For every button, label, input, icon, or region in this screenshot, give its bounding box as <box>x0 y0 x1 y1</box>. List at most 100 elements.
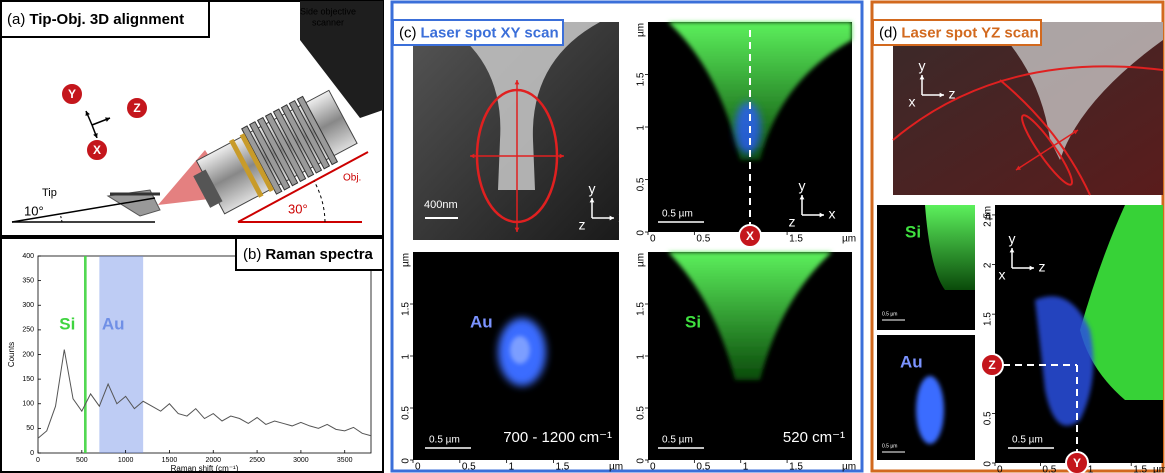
panel-title-text: Raman spectra <box>265 246 373 263</box>
arrow-head <box>1016 165 1021 170</box>
tip-shape <box>440 22 600 190</box>
objective-ring <box>288 99 331 170</box>
frame-axis-label: x <box>829 206 836 222</box>
y-unit: µm <box>636 23 647 37</box>
x-tick-label: 0.5 <box>696 462 710 473</box>
x-tick-label: 1.5 <box>1133 465 1147 473</box>
y-axis-label: Counts <box>7 342 16 367</box>
y-tick-label: 1 <box>636 354 647 360</box>
x-tick-label: 1.5 <box>789 234 803 245</box>
axis-marker <box>1065 451 1089 473</box>
scale-bar-label: 0.5 µm <box>882 311 897 317</box>
panel-label: (b) <box>243 246 261 263</box>
y-tick-label: 0 <box>636 458 647 464</box>
title-box <box>0 0 210 38</box>
arrow-shaft <box>1015 149 1048 171</box>
x-tick-label: 0 <box>650 234 656 245</box>
tip-angle: 10° <box>24 203 44 218</box>
objective-band <box>239 133 275 193</box>
arrow-head <box>1009 248 1015 253</box>
x-axis-label: Raman shift (cm⁻¹) <box>171 464 239 473</box>
axis-marker-label: X <box>93 143 101 157</box>
frame-axis-label: y <box>799 178 806 194</box>
y-tick-label: 1.5 <box>636 72 647 86</box>
objective-ring <box>249 121 291 191</box>
band-label: Si <box>59 314 75 333</box>
objective-nose <box>193 169 223 208</box>
y-tick-label: 400 <box>22 253 34 260</box>
map-element: Si <box>905 222 921 241</box>
arrow-head <box>105 117 110 122</box>
x-tick-label: 1.5 <box>789 462 803 473</box>
arrow-head <box>589 198 595 203</box>
objective-ring <box>264 112 307 183</box>
scanner-label: scanner <box>312 17 344 27</box>
tip-line <box>11 197 156 223</box>
axis-marker-label: Y <box>68 87 76 101</box>
x-unit: µm <box>1153 465 1165 473</box>
map-element: Au <box>900 352 923 371</box>
y-tick-label: 0.5 <box>401 406 412 420</box>
panel-title: (b) Raman spectra <box>243 246 374 263</box>
y-tick-label: 0 <box>636 230 647 236</box>
x-tick-label: 3000 <box>293 457 309 464</box>
arrow-head <box>939 92 944 98</box>
scale-bar-label: 0.5 µm <box>882 443 897 449</box>
x-tick-label: 0.5 <box>696 234 710 245</box>
x-tick-label: 1 <box>743 462 749 473</box>
x-tick-label: 1000 <box>118 457 134 464</box>
x-unit: µm <box>842 462 856 473</box>
y-tick-label: 2.5 <box>983 212 994 226</box>
x-tick-label: 0.5 <box>1042 465 1056 473</box>
y-tick-label: 150 <box>22 376 34 383</box>
focus-curve <box>999 79 1091 196</box>
map-signal-blue <box>916 376 944 444</box>
x-tick-label: 1 <box>1088 465 1094 473</box>
frame-axis-label: z <box>579 217 586 233</box>
plot-area <box>37 255 372 454</box>
obj-label: Obj. <box>343 173 361 184</box>
y-tick-label: 1.5 <box>983 312 994 326</box>
title-box <box>392 19 564 46</box>
panel-title: (c) Laser spot XY scan <box>399 24 559 41</box>
y-tick-label: 1.5 <box>401 302 412 316</box>
panel-label: (c) <box>399 24 417 41</box>
panel-label: (d) <box>879 24 897 41</box>
axis-marker <box>738 224 762 248</box>
axis-marker <box>85 138 109 162</box>
y-tick-label: 350 <box>22 277 34 284</box>
map-element: Au <box>470 312 493 331</box>
x-unit: µm <box>842 234 856 245</box>
obj-angle: 30° <box>288 201 308 216</box>
x-tick-label: 0 <box>650 462 656 473</box>
map-signal-blue <box>735 102 761 154</box>
objective <box>193 89 358 215</box>
arrow-head <box>470 153 475 159</box>
axis-marker-label: Z <box>133 101 140 115</box>
frame-axis-label: z <box>789 214 796 230</box>
panel-title-text: Tip-Obj. 3D alignment <box>29 11 184 28</box>
band <box>99 256 144 453</box>
frame-axis-label: y <box>589 181 596 197</box>
objective-band <box>229 138 264 198</box>
axis-marker-label: Y <box>1073 456 1081 470</box>
y-tick-label: 100 <box>22 401 34 408</box>
y-tick-label: 0 <box>30 450 34 457</box>
map-signal-core <box>510 336 530 364</box>
x-tick-label: 2500 <box>249 457 265 464</box>
frame-axis-label: y <box>1009 231 1016 247</box>
x-tick-label: 0 <box>36 457 40 464</box>
map-signal <box>925 205 975 290</box>
x-unit: µm <box>609 462 623 473</box>
x-tick-label: 0 <box>997 465 1003 473</box>
x-tick-label: 0.5 <box>462 462 476 473</box>
map-signal-blue <box>1035 296 1094 426</box>
title-box <box>872 19 1042 46</box>
y-tick-label: 1 <box>636 125 647 131</box>
arrow-head <box>514 227 520 232</box>
y-unit: µm <box>401 253 412 267</box>
scale-bar-label: 0.5 µm <box>429 435 460 446</box>
arrow-head <box>919 75 925 80</box>
map-signal <box>668 252 832 380</box>
